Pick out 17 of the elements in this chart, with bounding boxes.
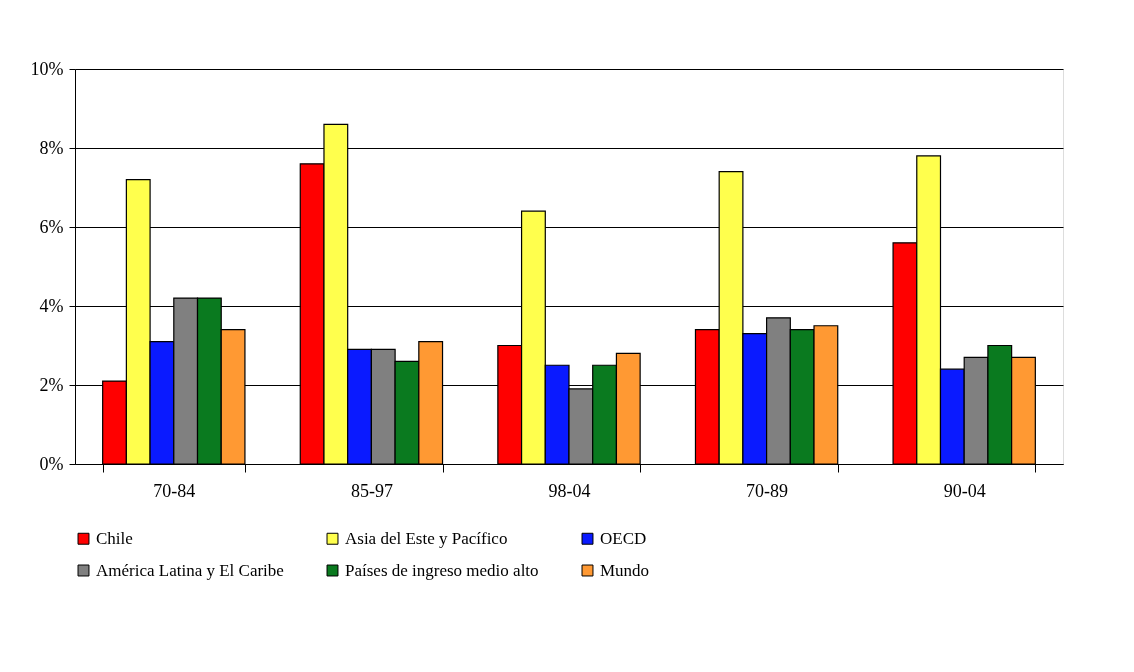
y-tick-label: 0% — [39, 453, 64, 474]
legend-label: Mundo — [600, 560, 650, 580]
legend-label: América Latina y El Caribe — [96, 560, 284, 580]
y-tick-label: 8% — [39, 137, 64, 158]
x-tick-label: 90-04 — [943, 480, 986, 501]
y-tick-label: 2% — [39, 374, 64, 395]
x-tick-label: 70-89 — [746, 480, 789, 501]
legend-label: Países de ingreso medio alto — [345, 560, 539, 580]
y-tick-label: 10% — [30, 58, 64, 79]
x-tick-label: 85-97 — [350, 480, 393, 501]
legend-label: Chile — [96, 528, 133, 548]
x-tick-label: 98-04 — [548, 480, 591, 501]
y-tick-label: 6% — [39, 216, 64, 237]
legend-label: OECD — [600, 528, 647, 548]
x-tick-label: 70-84 — [153, 480, 196, 501]
y-tick-label: 4% — [39, 295, 64, 316]
legend-label: Asia del Este y Pacífico — [345, 528, 508, 548]
